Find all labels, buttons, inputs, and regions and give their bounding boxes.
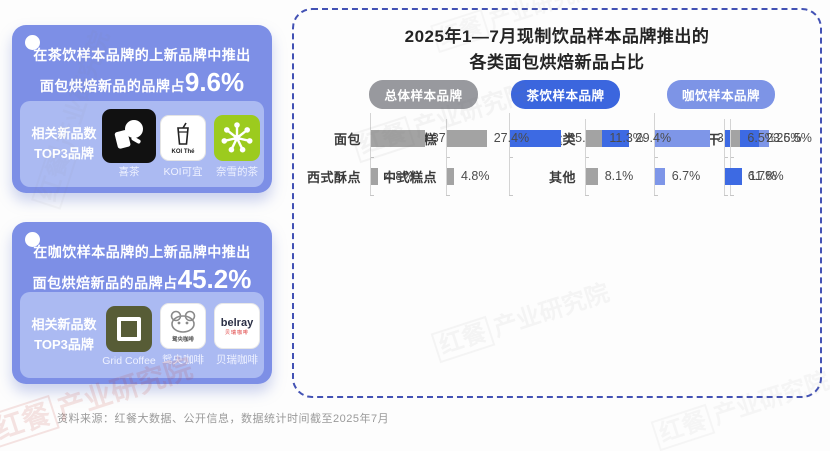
category-label: 面包 xyxy=(333,131,361,147)
card-headline-text: 面包烘焙新品的品牌占 xyxy=(39,78,185,94)
bar xyxy=(510,129,562,147)
bar xyxy=(731,129,741,147)
bar-cell: 11.8% xyxy=(724,157,830,196)
belray-icon-text: belray xyxy=(220,316,254,329)
brand-label: 鸳央咖啡 xyxy=(162,354,204,366)
bar-cell: 6.7% xyxy=(654,157,701,196)
panel-title: 相关新品数 TOP3品牌 xyxy=(26,315,102,355)
koi-icon-text: KOI Thé xyxy=(171,148,195,155)
panel-title: 相关新品数 TOP3品牌 xyxy=(26,124,102,164)
card-headline-text: 面包烘焙新品的品牌占 xyxy=(32,275,178,291)
chart-row: 其他8.1%11.8%6.7% xyxy=(509,157,784,196)
legend-spacer xyxy=(294,80,370,109)
brand-label: 贝瑞咖啡 xyxy=(216,354,258,366)
infographic-root: { "cards": [ { "line1": "在茶饮样本品牌的上新品牌中推出… xyxy=(0,8,822,451)
panel-title-line1: 相关新品数 xyxy=(31,126,97,141)
brand-grid-coffee: Grid Coffee xyxy=(102,306,156,367)
heytea-logo-icon xyxy=(102,109,156,163)
bar xyxy=(447,129,487,147)
highlight-value: 45.2% xyxy=(177,264,252,294)
chart-legend: 总体样本品牌 茶饮样本品牌 咖饮样本品牌 xyxy=(294,80,820,109)
chart-panel: 2025年1—7月现制饮品样本品牌推出的 各类面包烘焙新品占比 总体样本品牌 茶… xyxy=(292,8,822,398)
value-label: 8.1% xyxy=(604,169,634,183)
coffee-sample-card: 在咖饮样本品牌的上新品牌中推出 面包烘焙新品的品牌占45.2% 相关新品数 TO… xyxy=(12,222,272,384)
chart-row: 面包37.1%35.3%37.8% xyxy=(294,113,752,158)
source-note: 资料来源：红餐大数据、公开信息，数据统计时间截至2025年7月 xyxy=(57,413,390,425)
value-label: 29.4% xyxy=(635,131,672,145)
bar xyxy=(371,167,378,185)
top3-panel: 相关新品数 TOP3品牌 Grid Coffee xyxy=(20,292,264,378)
brand-label: KOI可宜 xyxy=(163,166,203,178)
panel-title-line2: TOP3品牌 xyxy=(34,337,94,352)
brand-yuanyang: 鸳央咖啡 鸳央咖啡 xyxy=(156,303,210,367)
value-label: 6.7% xyxy=(747,169,777,183)
koi-logo-icon: KOI Thé xyxy=(160,115,206,161)
card-headline-line1: 在茶饮样本品牌的上新品牌中推出 xyxy=(33,47,251,63)
yuanyang-logo-icon: 鸳央咖啡 xyxy=(160,303,206,349)
bar xyxy=(725,167,743,185)
top3-panel: 相关新品数 TOP3品牌 喜茶 xyxy=(20,101,264,187)
highlight-value: 9.6% xyxy=(184,67,245,97)
decorative-dot xyxy=(25,232,40,247)
grid-coffee-square xyxy=(117,317,141,341)
card-headline-line2: 面包烘焙新品的品牌占45.2% xyxy=(20,264,264,298)
belray-icon-subtext: 贝瑞咖啡 xyxy=(224,329,249,336)
bar xyxy=(447,167,454,185)
bar xyxy=(655,129,710,147)
bar xyxy=(586,167,598,185)
chart-title-line1: 2025年1—7月现制饮品样本品牌推出的 xyxy=(404,27,710,46)
category-label: 西式酥点 xyxy=(306,169,361,185)
card-headline-line2: 面包烘焙新品的品牌占9.6% xyxy=(20,67,264,101)
naixue-logo-icon xyxy=(214,115,260,161)
value-label: 6.5% xyxy=(747,131,776,145)
legend-pill-overall: 总体样本品牌 xyxy=(369,80,478,109)
tea-sample-card: 在茶饮样本品牌的上新品牌中推出 面包烘焙新品的品牌占9.6% 相关新品数 TOP… xyxy=(12,25,272,193)
grid-coffee-logo-icon xyxy=(106,306,152,352)
chart-row: 西式酥点 4.8% 6.7% xyxy=(294,157,700,196)
brand-belray: belray 贝瑞咖啡 贝瑞咖啡 xyxy=(210,303,264,367)
bar-cell xyxy=(509,157,654,196)
bar xyxy=(371,129,425,147)
value-label: 4.8% xyxy=(460,169,490,183)
bar xyxy=(586,129,603,147)
value-label: 4.8% xyxy=(384,169,414,183)
chart-title: 2025年1—7月现制饮品样本品牌推出的 各类面包烘焙新品占比 xyxy=(304,24,810,76)
card-headline-line1: 在咖饮样本品牌的上新品牌中推出 xyxy=(33,244,251,260)
bar-cell: 4.8% xyxy=(370,157,509,196)
page: 在茶饮样本品牌的上新品牌中推出 面包烘焙新品的品牌占9.6% 相关新品数 TOP… xyxy=(0,8,822,451)
legend-pill-tea: 茶饮样本品牌 xyxy=(511,80,620,109)
bar-cell: 27.4% xyxy=(446,119,585,158)
brand-heytea: 喜茶 xyxy=(102,109,156,179)
belray-logo-icon: belray 贝瑞咖啡 xyxy=(214,303,260,349)
bar-chart: 面包37.1%35.3%37.8%蛋糕27.4%29.4%26.5%挞类11.3… xyxy=(294,113,820,196)
value-label: 11.3% xyxy=(609,131,644,145)
bar-cell: 4.8% xyxy=(446,157,585,196)
chart-title-line2: 各类面包烘焙新品占比 xyxy=(469,53,645,72)
brand-naixue: 奈雪的茶 xyxy=(210,115,264,179)
brand-list: Grid Coffee 鸳央咖啡 鸳央咖啡 xyxy=(102,303,266,367)
yuanyang-icon-text: 鸳央咖啡 xyxy=(171,337,194,343)
bar-cell: 11.3% xyxy=(585,119,724,158)
brand-koi: KOI Thé KOI可宜 xyxy=(156,115,210,179)
brand-label: 喜茶 xyxy=(118,166,140,178)
value-label: 27.4% xyxy=(493,131,530,145)
brand-label: Grid Coffee xyxy=(102,355,156,367)
brand-label: 奈雪的茶 xyxy=(216,166,258,178)
panel-title-line1: 相关新品数 xyxy=(31,317,97,332)
bar-cell: 8.1% xyxy=(585,157,724,196)
legend-pill-coffee: 咖饮样本品牌 xyxy=(666,80,775,109)
decorative-dot xyxy=(25,35,40,50)
brand-list: 喜茶 KOI Thé KOI可宜 xyxy=(102,109,266,179)
value-label: 6.7% xyxy=(671,169,701,183)
bar-cell: 6.5% xyxy=(730,119,830,158)
value-label: 26.5% xyxy=(776,131,812,145)
panel-title-line2: TOP3品牌 xyxy=(34,146,94,161)
bar xyxy=(655,167,665,185)
value-label: 23.5% xyxy=(766,131,802,145)
category-label: 中式糕点 xyxy=(382,169,437,185)
value-label: 11.8% xyxy=(749,169,784,183)
category-label: 其他 xyxy=(548,169,576,185)
